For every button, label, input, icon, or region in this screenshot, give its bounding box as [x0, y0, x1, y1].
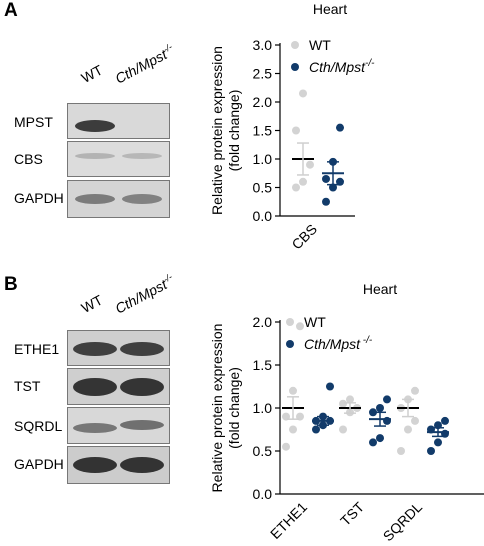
- chart1-data-point: [411, 416, 419, 425]
- blot-label-cbs: CBS: [14, 151, 43, 167]
- chart0-data-point: [322, 174, 330, 183]
- chart0-y-tick-label: 1.5: [253, 123, 273, 139]
- chart0-data-point: [292, 183, 300, 192]
- blot-tst: [67, 368, 170, 405]
- chart0-title: Heart: [313, 1, 347, 17]
- blot-sqrdl: [67, 407, 170, 444]
- chart0-data-point: [299, 177, 307, 186]
- chart1-y-tick-label: 1.5: [253, 357, 273, 373]
- chart1-data-point: [434, 438, 442, 447]
- blot-ethe1: [67, 330, 170, 366]
- blot-gapdh-b: [67, 446, 170, 484]
- chart1-data-point: [326, 382, 334, 391]
- chart1-category-label: ETHE1: [267, 499, 310, 542]
- chart0-data-point: [292, 126, 300, 135]
- blot-label-gapdh-a: GAPDH: [14, 190, 64, 206]
- chart0-data-point: [299, 89, 307, 98]
- chart0-category-label: CBS: [288, 221, 320, 253]
- chart0-y-tick-label: 0.5: [253, 180, 273, 196]
- chart0-y-tick-label: 2.0: [253, 94, 273, 110]
- chart0-data-point: [322, 197, 330, 206]
- chart1-data-point: [397, 447, 405, 455]
- chart1-data-point: [383, 395, 391, 404]
- panel-a-letter: A: [4, 0, 18, 21]
- blot-mpst: [67, 103, 170, 139]
- chart1-data-point: [441, 416, 449, 425]
- blot-label-gapdh-b: GAPDH: [14, 456, 64, 472]
- chart1-y-tick-label: 2.0: [253, 314, 273, 330]
- chart1-data-point: [376, 434, 384, 443]
- chart1-y-tick-label: 0.5: [253, 443, 273, 459]
- chart1-data-point: [404, 425, 412, 434]
- blot-gapdh-a: [67, 180, 170, 218]
- chart0-legend-marker: [291, 63, 299, 71]
- chart1-legend-label: WT: [304, 314, 326, 330]
- chart1-title: Heart: [363, 281, 397, 297]
- chart0-data-point: [336, 177, 344, 186]
- chart0-y-tick-label: 3.0: [253, 37, 273, 53]
- chart1-data-point: [376, 404, 384, 412]
- chart0-data-point: [329, 183, 337, 192]
- chart1-data-point: [427, 447, 435, 455]
- chart1-data-point: [369, 438, 377, 447]
- chart1-y-tick-label: 1.0: [253, 400, 273, 416]
- chart1-data-point: [346, 395, 354, 404]
- blot-label-sqrdl: SQRDL: [14, 418, 63, 434]
- chart1-category-label: SQRDL: [380, 499, 426, 545]
- chart1-category-label: TST: [337, 498, 367, 528]
- chart0-legend-label: WT: [309, 37, 331, 53]
- chart0-y-axis-label: Relative protein expression(fold change): [209, 46, 242, 215]
- chart0-y-tick-label: 1.0: [253, 151, 273, 167]
- chart1-legend-marker: [286, 318, 294, 326]
- chart1-data-point: [411, 386, 419, 395]
- blot-label-ethe1: ETHE1: [14, 341, 60, 357]
- chart0-data-point: [306, 160, 314, 169]
- blot-cbs: [67, 141, 170, 177]
- chart1-data-point: [339, 399, 347, 408]
- panel-b-letter: B: [4, 274, 18, 295]
- blot-label-mpst: MPST: [14, 114, 53, 130]
- blot-label-tst: TST: [14, 378, 41, 394]
- chart1-y-axis-label: Relative protein expression(fold change): [209, 324, 242, 493]
- chart1-data-point: [289, 425, 297, 434]
- chart0-data-point: [336, 123, 344, 132]
- chart1-legend-marker: [286, 340, 294, 348]
- chart0-legend-label: Cth/Mpst-/-: [309, 58, 375, 75]
- chart1-data-point: [383, 416, 391, 425]
- chart1-data-point: [312, 425, 320, 434]
- chart1-data-point: [282, 442, 290, 451]
- chart1-data-point: [289, 386, 297, 395]
- chart1-legend-label: Cth/Mpst -/-: [304, 335, 373, 352]
- chart1-y-tick-label: 0.0: [253, 486, 273, 502]
- chart0-legend-marker: [291, 41, 299, 49]
- chart1-data-point: [339, 425, 347, 434]
- chart1-data-point: [369, 408, 377, 417]
- chart1-data-point: [296, 322, 304, 331]
- chart0-y-tick-label: 0.0: [253, 208, 273, 224]
- chart0-y-tick-label: 2.5: [253, 66, 273, 82]
